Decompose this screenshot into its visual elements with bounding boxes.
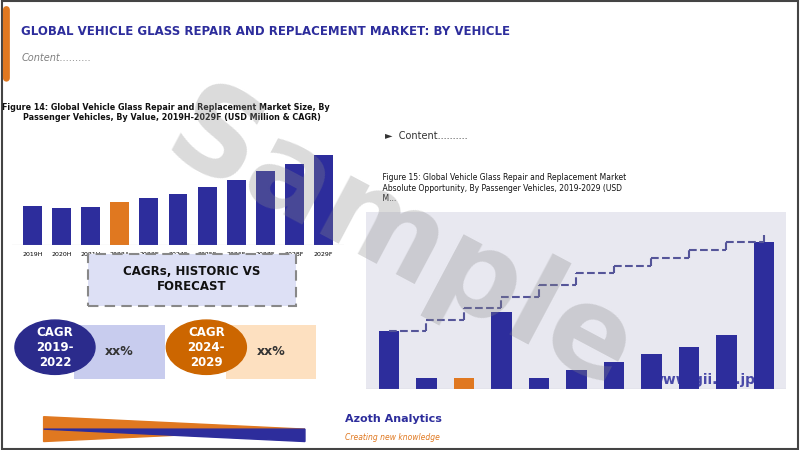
Bar [23,206,42,245]
Bar [285,163,304,245]
Bar [378,331,399,389]
Circle shape [15,320,95,374]
Text: Figure 14: Global Vehicle Glass Repair and Replacement Market Size, By
    Passe: Figure 14: Global Vehicle Glass Repair a… [2,103,330,122]
Bar [678,347,699,389]
Text: Azoth Analytics: Azoth Analytics [345,414,442,424]
Circle shape [166,320,246,374]
Bar [198,187,217,245]
Bar [110,202,130,245]
Bar [603,362,624,389]
Bar [256,171,275,245]
Bar [454,378,474,389]
Text: CAGR
2024-
2029: CAGR 2024- 2029 [188,326,225,369]
Bar [314,155,333,245]
Text: Creating new knowledge: Creating new knowledge [345,433,439,442]
Bar [139,198,158,245]
Text: Sample: Sample [147,72,653,414]
Text: Figure 15: Global Vehicle Glass Repair and Replacement Market
    Absolute Oppor: Figure 15: Global Vehicle Glass Repair a… [373,173,626,203]
Bar [491,312,512,389]
Bar [169,194,187,245]
Bar [716,335,737,389]
Text: www.gii.co.jp: www.gii.co.jp [651,373,756,387]
Bar [226,180,246,245]
Text: GLOBAL VEHICLE GLASS REPAIR AND REPLACEMENT MARKET: BY VEHICLE: GLOBAL VEHICLE GLASS REPAIR AND REPLACEM… [22,25,510,38]
Bar [81,207,100,245]
Bar [566,370,586,389]
Text: CAGR
2019-
2022: CAGR 2019- 2022 [36,326,74,369]
Bar [416,378,437,389]
FancyBboxPatch shape [88,254,296,306]
Bar [529,378,550,389]
Polygon shape [43,429,305,441]
FancyBboxPatch shape [74,325,165,379]
Bar [52,208,71,245]
Text: xx%: xx% [256,346,285,359]
Bar [754,243,774,389]
FancyBboxPatch shape [226,325,316,379]
Text: ►  Content..........: ► Content.......... [385,131,467,141]
Text: Market Takeaways: Market Takeaways [435,96,573,109]
Text: xx%: xx% [105,346,134,359]
Text: Content..........: Content.......... [22,53,91,63]
Polygon shape [43,417,305,441]
Text: CAGRs, HISTORIC VS
FORECAST: CAGRs, HISTORIC VS FORECAST [123,265,261,293]
Bar [641,355,662,389]
